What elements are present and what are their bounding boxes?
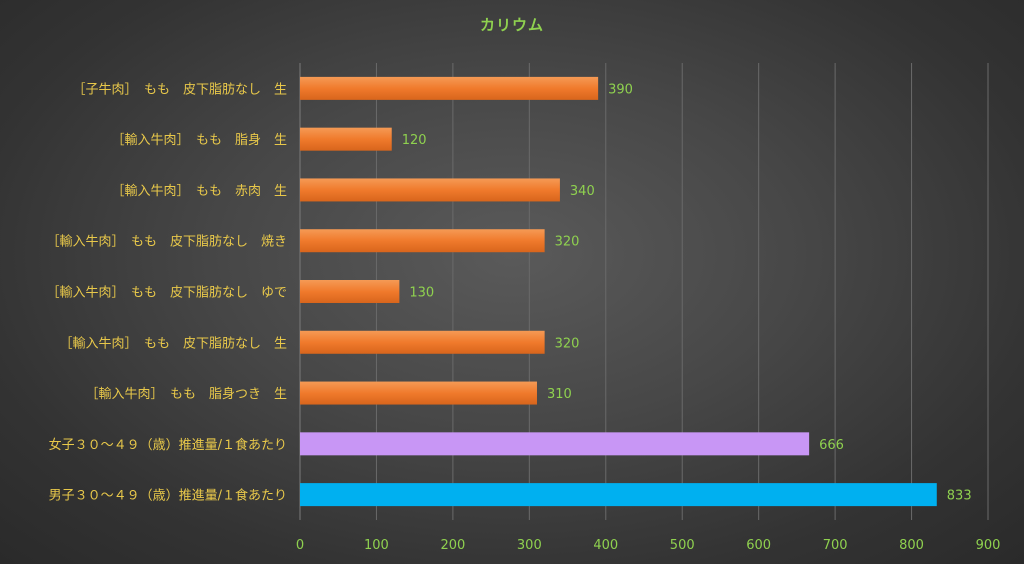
category-label: ［輸入牛肉］ もも 脂身つき 生 [85,386,287,402]
x-tick-label: 800 [899,538,924,553]
bars [300,76,937,507]
x-tick-label: 600 [746,538,771,553]
x-tick-label: 400 [593,538,618,553]
bar [300,127,392,151]
x-tick-label: 200 [440,538,465,553]
data-label: 390 [608,82,633,97]
data-label: 310 [547,387,572,402]
x-tick-label: 900 [976,538,1001,553]
value-labels: 390 120 340 320 130 320 310 666 833 [402,82,972,503]
category-label: ［輸入牛肉］ もも 赤肉 生 [111,184,287,199]
data-label: 320 [555,336,580,351]
bar [300,76,599,100]
bar [300,432,810,456]
x-tick-label: 700 [823,538,848,553]
chart-title: カリウム [479,16,544,34]
bar [300,483,937,507]
data-label: 340 [570,184,595,199]
x-tick-label: 300 [517,538,542,553]
category-label: ［輸入牛肉］ もも 皮下脂肪なし 生 [59,335,287,351]
category-label: 女子３０～４９（歳）推進量/１食あたり [49,437,287,453]
category-label: ［輸入牛肉］ もも 皮下脂肪なし ゆで [46,285,287,301]
category-label: 男子３０～４９（歳）推進量/１食あたり [49,488,287,504]
bar [300,178,560,202]
bar [300,280,400,303]
bar [300,229,545,253]
x-axis-tick-labels: 0 100 200 300 400 500 600 700 800 900 [296,538,1001,553]
x-tick-label: 0 [296,538,304,553]
category-labels: ［子牛肉］ もも 皮下脂肪なし 生 ［輸入牛肉］ もも 脂身 生 ［輸入牛肉］ もも… [46,81,287,503]
category-label: ［輸入牛肉］ もも 脂身 生 [111,132,287,148]
x-tick-label: 100 [364,538,389,553]
data-label: 666 [819,438,844,453]
bar [300,381,537,405]
bar [300,330,545,354]
x-tick-label: 500 [670,538,695,553]
category-label: ［輸入牛肉］ もも 皮下脂肪なし 焼き [46,234,287,250]
category-label: ［子牛肉］ もも 皮下脂肪なし 生 [72,81,287,97]
data-label: 833 [947,489,972,504]
data-label: 320 [555,235,580,250]
data-label: 120 [402,133,427,148]
data-label: 130 [409,286,434,301]
